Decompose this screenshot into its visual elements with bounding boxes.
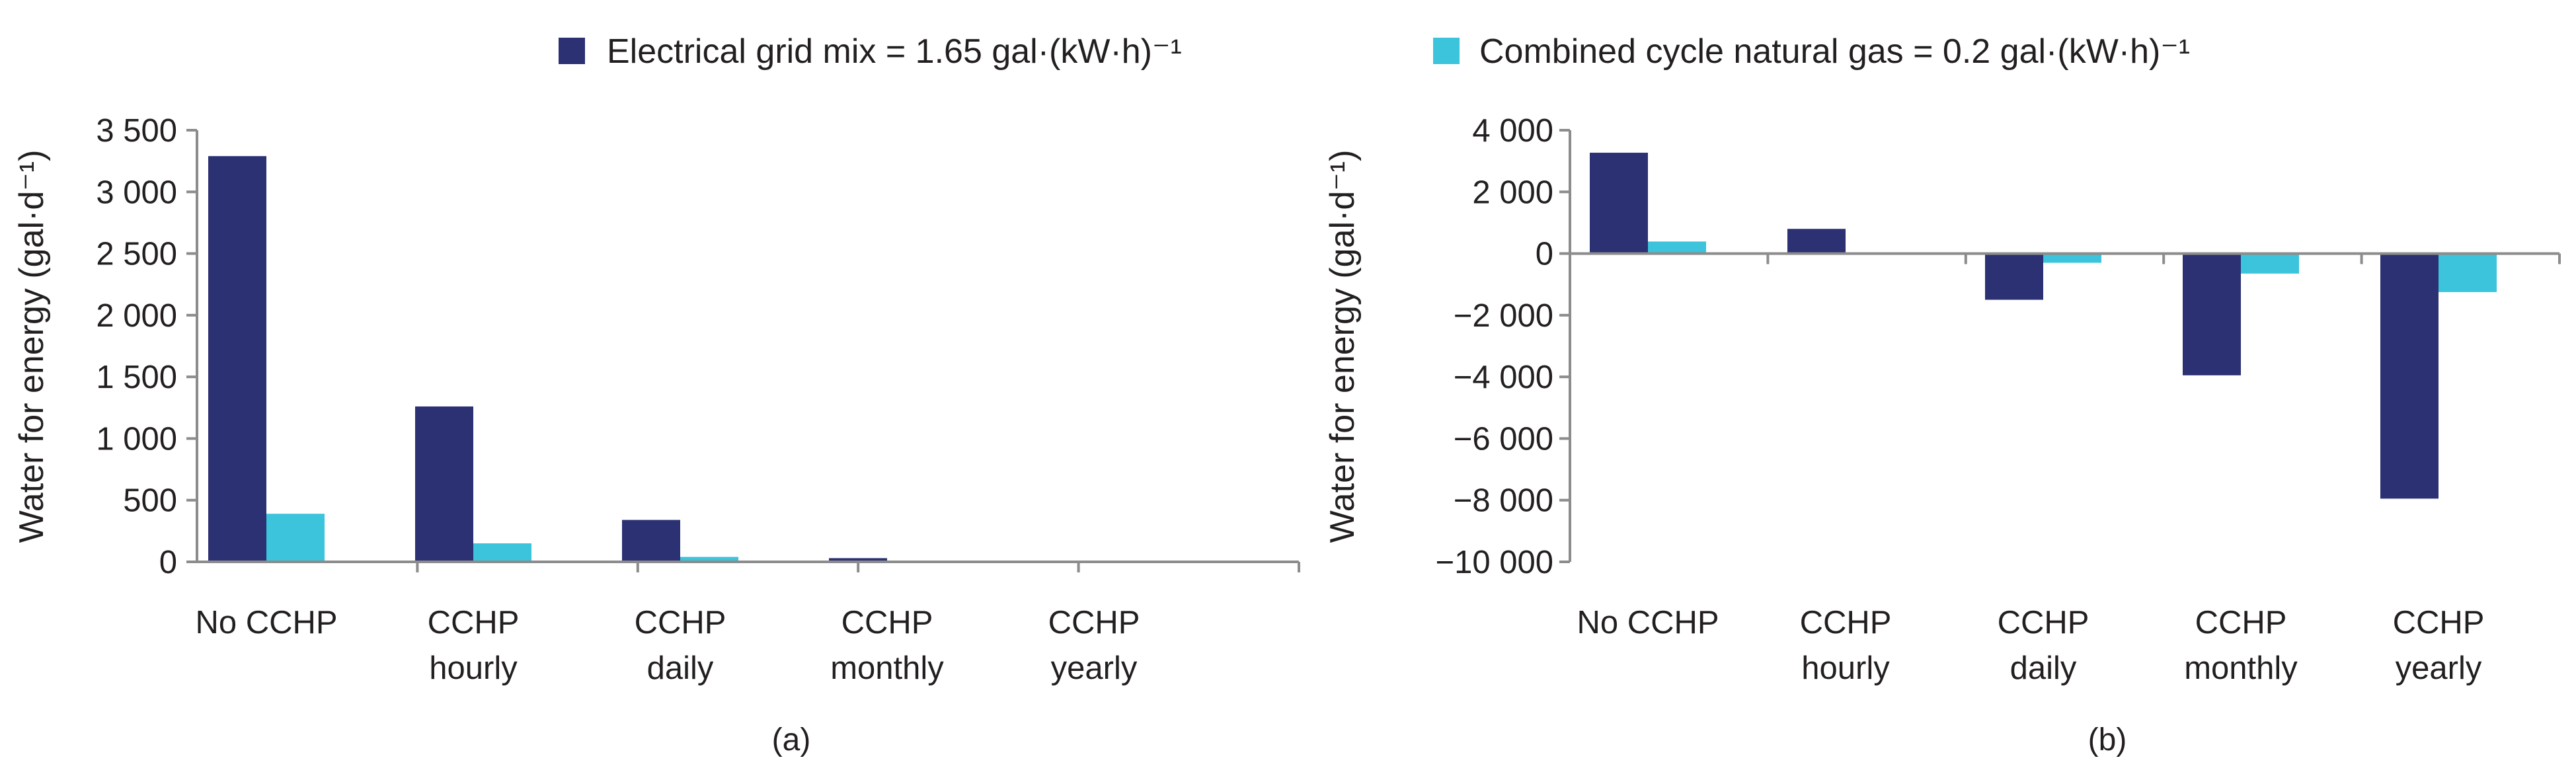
legend-label-2: Combined cycle natural gas = 0.2 gal·(kW… [1479, 32, 2190, 71]
y-tick-label: 2 500 [96, 237, 177, 272]
bar-series1-cat4 [829, 558, 887, 562]
x-category-label: monthly [830, 650, 944, 686]
y-tick-label: 2 000 [96, 298, 177, 334]
x-category-label: monthly [2184, 650, 2298, 686]
x-category-label: CCHP [428, 605, 520, 640]
bar-series1-cat5 [2380, 253, 2439, 499]
y-tick-label: 2 000 [1472, 175, 1553, 210]
y-tick-label: −8 000 [1454, 483, 1553, 519]
legend-swatch-2 [1433, 38, 1460, 64]
x-category-label: CCHP [841, 605, 933, 640]
bar-series2-cat1 [1648, 241, 1706, 254]
x-category-label: hourly [1801, 650, 1890, 686]
x-category-label: CCHP [2393, 605, 2485, 640]
y-tick-label: 4 000 [1472, 113, 1553, 149]
bar-series1-cat4 [2183, 253, 2241, 375]
x-category-label: yearly [1051, 650, 1138, 686]
x-category-label: daily [2010, 650, 2077, 686]
y-axis-title: Water for energy (gal·d⁻¹) [13, 150, 51, 543]
bar-series1-cat1 [208, 156, 266, 562]
bar-series1-cat1 [1590, 153, 1648, 254]
x-category-label: daily [647, 650, 714, 686]
bar-series2-cat1 [266, 514, 325, 562]
legend: Electrical grid mix = 1.65 gal·(kW·h)⁻¹ C… [559, 32, 2190, 71]
bar-series1-cat3 [1985, 253, 2043, 300]
x-category-label: CCHP [1998, 605, 2089, 640]
x-category-label: No CCHP [195, 605, 337, 640]
panel-label: (b) [2088, 722, 2127, 757]
y-tick-label: 0 [159, 545, 177, 580]
bar-series2-cat4 [2241, 253, 2299, 274]
x-category-label: CCHP [1048, 605, 1140, 640]
y-tick-label: −10 000 [1436, 545, 1554, 580]
y-tick-label: 1 000 [96, 421, 177, 457]
y-tick-label: 500 [123, 483, 177, 519]
y-tick-label: −6 000 [1454, 421, 1553, 457]
panel-label: (a) [772, 722, 811, 757]
bar-series2-cat3 [2043, 253, 2101, 263]
x-category-label: CCHP [1800, 605, 1892, 640]
y-tick-label: 0 [1536, 237, 1553, 272]
bar-series1-cat2 [415, 406, 473, 562]
x-category-label: CCHP [635, 605, 726, 640]
chart-panel-b: −10 000 −8 000 −6 000 −4 000 −2 000 0 2 000 4 0… [1323, 113, 2561, 757]
legend-swatch-1 [559, 38, 585, 64]
legend-label-1: Electrical grid mix = 1.65 gal·(kW·h)⁻¹ [607, 32, 1182, 71]
bar-series2-cat3 [680, 557, 738, 562]
y-tick-label: −4 000 [1454, 360, 1553, 395]
bar-series1-cat2 [1787, 229, 1846, 254]
y-tick-label: −2 000 [1454, 298, 1553, 334]
y-tick-label: 3 500 [96, 113, 177, 149]
y-axis-title: Water for energy (gal·d⁻¹) [1323, 150, 1362, 543]
chart-panel-a: 0 500 1 000 1 500 2 000 2 500 3 000 3 500 No CCH… [13, 113, 1300, 757]
x-category-label: No CCHP [1577, 605, 1719, 640]
x-category-label: yearly [2396, 650, 2482, 686]
bar-series1-cat3 [622, 520, 680, 562]
x-category-label: CCHP [2195, 605, 2287, 640]
y-tick-label: 1 500 [96, 360, 177, 395]
x-category-label: hourly [429, 650, 518, 686]
y-tick-label: 3 000 [96, 175, 177, 210]
bar-series2-cat5 [2439, 253, 2497, 292]
bar-series2-cat2 [473, 543, 531, 562]
